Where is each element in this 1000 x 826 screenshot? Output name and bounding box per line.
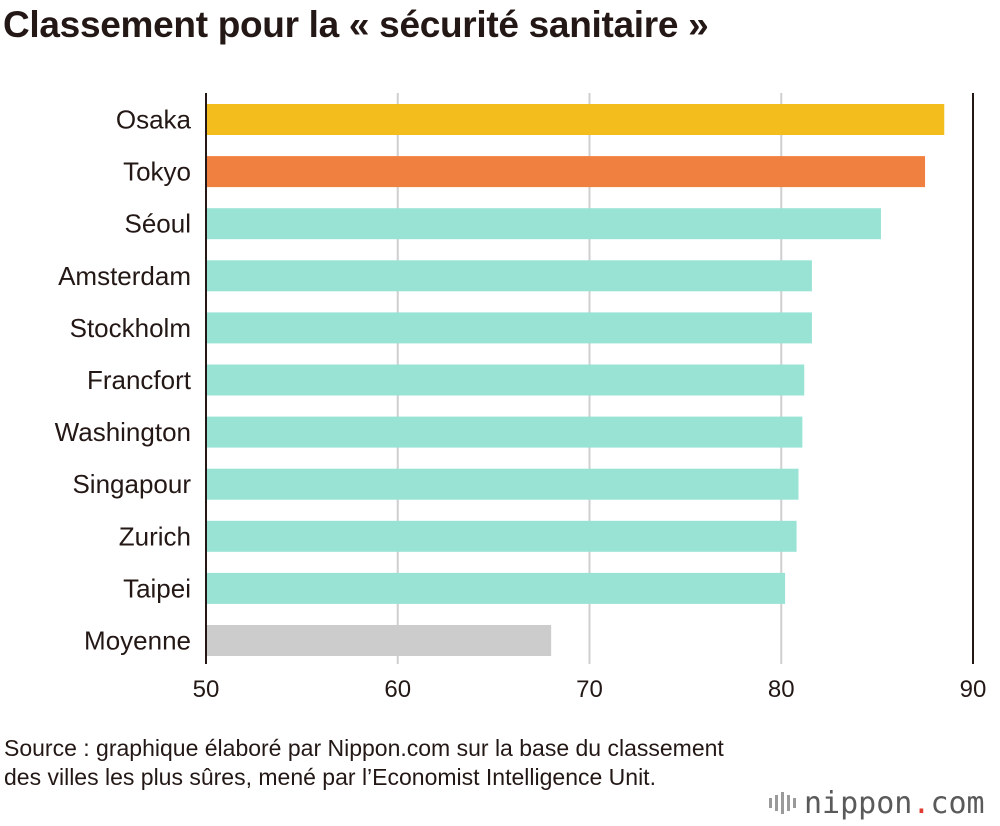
bar-chart: Osaka Tokyo Séoul Amsterdam Stockholm Francfo… <box>55 93 987 703</box>
bar <box>206 468 799 500</box>
x-tick-label: 70 <box>576 676 603 703</box>
category-label: Tokyo <box>123 157 191 187</box>
bar <box>206 260 812 292</box>
bar <box>206 572 786 604</box>
bar <box>206 416 803 448</box>
category-label: Séoul <box>125 209 192 239</box>
bar <box>206 104 945 135</box>
x-tick-label: 60 <box>384 676 411 703</box>
source-note: Source : graphique élaboré par Nippon.co… <box>4 735 724 790</box>
category-label: Singapour <box>72 469 191 499</box>
category-label: Francfort <box>87 365 192 395</box>
bar <box>206 520 797 552</box>
x-tick-label: 50 <box>193 676 220 703</box>
logo-dot: . <box>912 785 931 821</box>
bar <box>206 625 552 656</box>
chart-title: Classement pour la « sécurité sanitaire … <box>3 4 709 45</box>
category-label: Stockholm <box>70 313 191 343</box>
x-tick-label: 80 <box>768 676 795 703</box>
bar <box>206 208 881 240</box>
bar <box>206 156 926 188</box>
category-label: Washington <box>55 417 191 447</box>
logo-suffix: com <box>930 785 985 821</box>
x-tick-label: 90 <box>960 676 987 703</box>
sound-bars-icon <box>769 792 796 814</box>
nippon-logo: nippon. com <box>769 783 985 823</box>
bar <box>206 312 812 344</box>
category-label: Amsterdam <box>58 261 191 291</box>
category-label: Zurich <box>119 521 191 551</box>
bar <box>206 364 805 396</box>
logo-name: nippon <box>804 785 913 821</box>
category-label: Osaka <box>116 105 192 135</box>
category-label: Moyenne <box>84 626 191 656</box>
category-label: Taipei <box>123 573 191 603</box>
